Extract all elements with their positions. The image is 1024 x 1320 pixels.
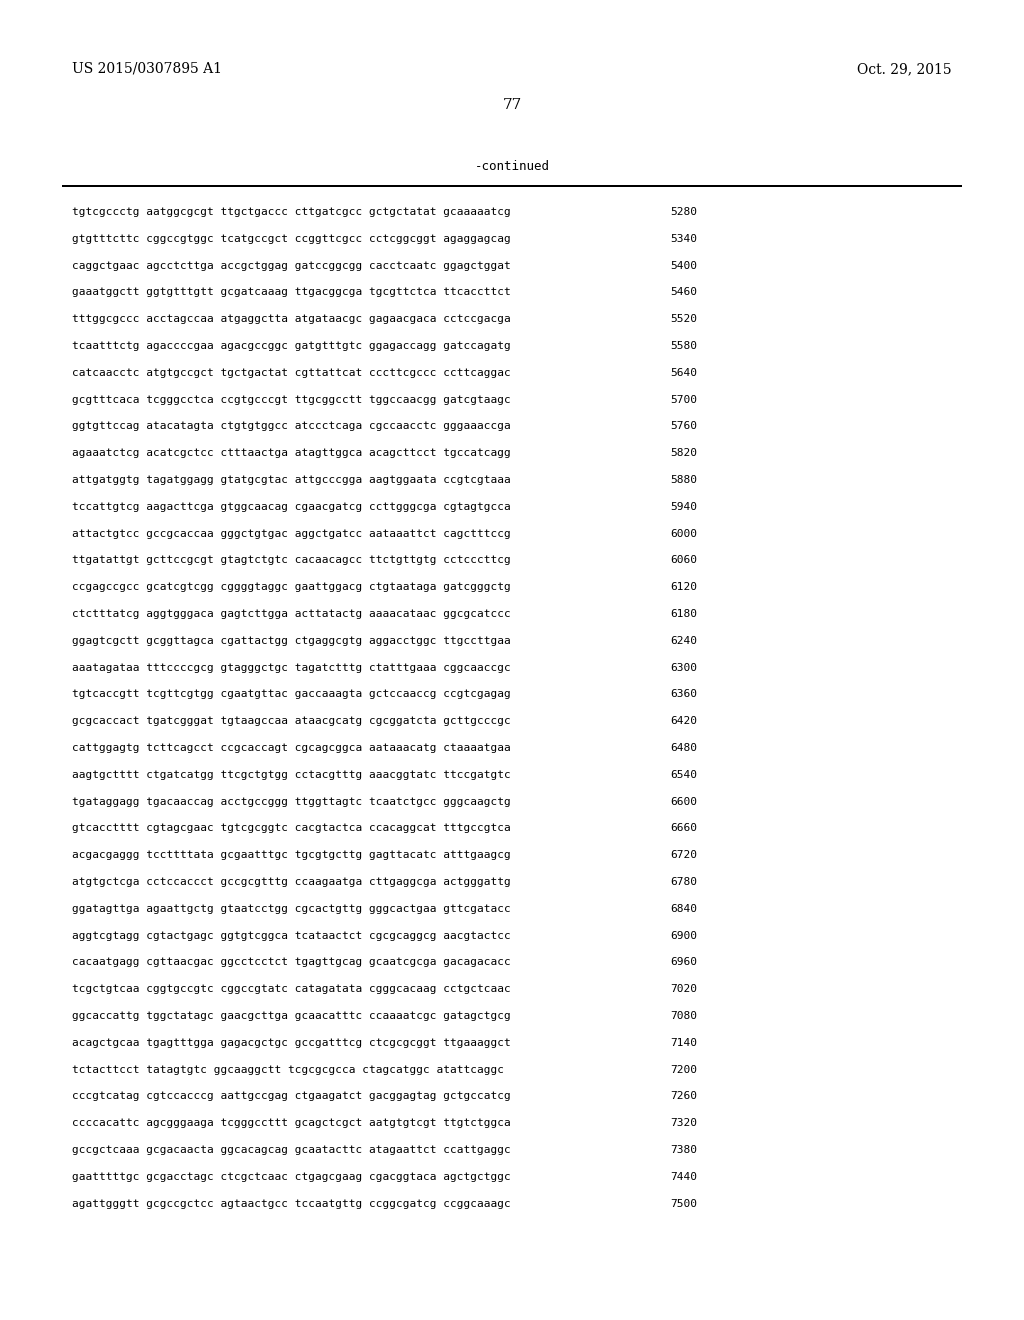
Text: tctacttcct tatagtgtc ggcaaggctt tcgcgcgcca ctagcatggc atattcaggc: tctacttcct tatagtgtc ggcaaggctt tcgcgcgc… bbox=[72, 1065, 504, 1074]
Text: tgtcgccctg aatggcgcgt ttgctgaccc cttgatcgcc gctgctatat gcaaaaatcg: tgtcgccctg aatggcgcgt ttgctgaccc cttgatc… bbox=[72, 207, 511, 216]
Text: 6780: 6780 bbox=[670, 876, 697, 887]
Text: 6720: 6720 bbox=[670, 850, 697, 861]
Text: 6120: 6120 bbox=[670, 582, 697, 593]
Text: gaatttttgc gcgacctagc ctcgctcaac ctgagcgaag cgacggtaca agctgctggc: gaatttttgc gcgacctagc ctcgctcaac ctgagcg… bbox=[72, 1172, 511, 1181]
Text: attactgtcc gccgcaccaa gggctgtgac aggctgatcc aataaattct cagctttccg: attactgtcc gccgcaccaa gggctgtgac aggctga… bbox=[72, 528, 511, 539]
Text: ttgatattgt gcttccgcgt gtagtctgtc cacaacagcc ttctgttgtg cctcccttcg: ttgatattgt gcttccgcgt gtagtctgtc cacaaca… bbox=[72, 556, 511, 565]
Text: ctctttatcg aggtgggaca gagtcttgga acttatactg aaaacataac ggcgcatccc: ctctttatcg aggtgggaca gagtcttgga acttata… bbox=[72, 609, 511, 619]
Text: agattgggtt gcgccgctcc agtaactgcc tccaatgttg ccggcgatcg ccggcaaagc: agattgggtt gcgccgctcc agtaactgcc tccaatg… bbox=[72, 1199, 511, 1209]
Text: 7500: 7500 bbox=[670, 1199, 697, 1209]
Text: tgtcaccgtt tcgttcgtgg cgaatgttac gaccaaagta gctccaaccg ccgtcgagag: tgtcaccgtt tcgttcgtgg cgaatgttac gaccaaa… bbox=[72, 689, 511, 700]
Text: atgtgctcga cctccaccct gccgcgtttg ccaagaatga cttgaggcga actgggattg: atgtgctcga cctccaccct gccgcgtttg ccaagaa… bbox=[72, 876, 511, 887]
Text: tttggcgccc acctagccaa atgaggctta atgataacgc gagaacgaca cctccgacga: tttggcgccc acctagccaa atgaggctta atgataa… bbox=[72, 314, 511, 325]
Text: gcgtttcaca tcgggcctca ccgtgcccgt ttgcggcctt tggccaacgg gatcgtaagc: gcgtttcaca tcgggcctca ccgtgcccgt ttgcggc… bbox=[72, 395, 511, 405]
Text: ccccacattc agcgggaaga tcgggccttt gcagctcgct aatgtgtcgt ttgtctggca: ccccacattc agcgggaaga tcgggccttt gcagctc… bbox=[72, 1118, 511, 1129]
Text: 6540: 6540 bbox=[670, 770, 697, 780]
Text: 7140: 7140 bbox=[670, 1038, 697, 1048]
Text: 5820: 5820 bbox=[670, 449, 697, 458]
Text: acgacgaggg tccttttatа gcgaatttgc tgcgtgcttg gagttacatc atttgaagcg: acgacgaggg tccttttatа gcgaatttgc tgcgtgc… bbox=[72, 850, 511, 861]
Text: 6480: 6480 bbox=[670, 743, 697, 752]
Text: gtcacctttt cgtagcgaac tgtcgcggtc cacgtactca ccacaggcat tttgccgtca: gtcacctttt cgtagcgaac tgtcgcggtc cacgtac… bbox=[72, 824, 511, 833]
Text: tgataggagg tgacaaccag acctgccggg ttggttagtc tcaatctgcc gggcaagctg: tgataggagg tgacaaccag acctgccggg ttggtta… bbox=[72, 796, 511, 807]
Text: 7200: 7200 bbox=[670, 1065, 697, 1074]
Text: 6300: 6300 bbox=[670, 663, 697, 673]
Text: 5700: 5700 bbox=[670, 395, 697, 405]
Text: -continued: -continued bbox=[474, 160, 550, 173]
Text: 5400: 5400 bbox=[670, 260, 697, 271]
Text: 5760: 5760 bbox=[670, 421, 697, 432]
Text: agaaatctcg acatcgctcc ctttaactga atagttggca acagcttcct tgccatcagg: agaaatctcg acatcgctcc ctttaactga atagttg… bbox=[72, 449, 511, 458]
Text: 6600: 6600 bbox=[670, 796, 697, 807]
Text: 6660: 6660 bbox=[670, 824, 697, 833]
Text: 6180: 6180 bbox=[670, 609, 697, 619]
Text: cattggagtg tcttcagcct ccgcaccagt cgcagcggca aataaacatg ctaaaatgaa: cattggagtg tcttcagcct ccgcaccagt cgcagcg… bbox=[72, 743, 511, 752]
Text: 5340: 5340 bbox=[670, 234, 697, 244]
Text: 6360: 6360 bbox=[670, 689, 697, 700]
Text: gaaatggctt ggtgtttgtt gcgatcaaag ttgacggcga tgcgttctca ttcaccttct: gaaatggctt ggtgtttgtt gcgatcaaag ttgacgg… bbox=[72, 288, 511, 297]
Text: 5880: 5880 bbox=[670, 475, 697, 484]
Text: ggcaccattg tggctatagc gaacgcttga gcaacatttc ccaaaatcgc gatagctgcg: ggcaccattg tggctatagc gaacgcttga gcaacat… bbox=[72, 1011, 511, 1020]
Text: gcgcaccact tgatcgggat tgtaagccaa ataacgcatg cgcggatcta gcttgcccgc: gcgcaccact tgatcgggat tgtaagccaa ataacgc… bbox=[72, 717, 511, 726]
Text: tccattgtcg aagacttcga gtggcaacag cgaacgatcg ccttgggcga cgtagtgcca: tccattgtcg aagacttcga gtggcaacag cgaacga… bbox=[72, 502, 511, 512]
Text: cccgtcatag cgtccacccg aattgccgag ctgaagatct gacggagtag gctgccatcg: cccgtcatag cgtccacccg aattgccgag ctgaaga… bbox=[72, 1092, 511, 1101]
Text: attgatggtg tagatggagg gtatgcgtac attgcccgga aagtggaata ccgtcgtaaa: attgatggtg tagatggagg gtatgcgtac attgccc… bbox=[72, 475, 511, 484]
Text: US 2015/0307895 A1: US 2015/0307895 A1 bbox=[72, 62, 222, 77]
Text: 7020: 7020 bbox=[670, 985, 697, 994]
Text: tcaatttctg agaccccgaa agacgccggc gatgtttgtc ggagaccagg gatccagatg: tcaatttctg agaccccgaa agacgccggc gatgttt… bbox=[72, 341, 511, 351]
Text: gccgctcaaa gcgacaacta ggcacagcag gcaatacttc atagaattct ccattgaggc: gccgctcaaa gcgacaacta ggcacagcag gcaatac… bbox=[72, 1144, 511, 1155]
Text: aagtgctttt ctgatcatgg ttcgctgtgg cctacgtttg aaacggtatc ttccgatgtc: aagtgctttt ctgatcatgg ttcgctgtgg cctacgt… bbox=[72, 770, 511, 780]
Text: 77: 77 bbox=[503, 98, 521, 112]
Text: ccgagccgcc gcatcgtcgg cggggtaggc gaattggacg ctgtaataga gatcgggctg: ccgagccgcc gcatcgtcgg cggggtaggc gaattgg… bbox=[72, 582, 511, 593]
Text: tcgctgtcaa cggtgccgtc cggccgtatc catagatata cgggcacaag cctgctcaac: tcgctgtcaa cggtgccgtc cggccgtatc catagat… bbox=[72, 985, 511, 994]
Text: 6900: 6900 bbox=[670, 931, 697, 941]
Text: aggtcgtagg cgtactgagc ggtgtcggca tcataactct cgcgcaggcg aacgtactcc: aggtcgtagg cgtactgagc ggtgtcggca tcataac… bbox=[72, 931, 511, 941]
Text: 6960: 6960 bbox=[670, 957, 697, 968]
Text: 6060: 6060 bbox=[670, 556, 697, 565]
Text: 5640: 5640 bbox=[670, 368, 697, 378]
Text: 5520: 5520 bbox=[670, 314, 697, 325]
Text: 6000: 6000 bbox=[670, 528, 697, 539]
Text: gtgtttcttc cggccgtggc tcatgccgct ccggttcgcc cctcggcggt agaggagcag: gtgtttcttc cggccgtggc tcatgccgct ccggttc… bbox=[72, 234, 511, 244]
Text: 7440: 7440 bbox=[670, 1172, 697, 1181]
Text: 5280: 5280 bbox=[670, 207, 697, 216]
Text: caggctgaac agcctcttga accgctggag gatccggcgg cacctcaatc ggagctggat: caggctgaac agcctcttga accgctggag gatccgg… bbox=[72, 260, 511, 271]
Text: cacaatgagg cgttaacgac ggcctcctct tgagttgcag gcaatcgcga gacagacacc: cacaatgagg cgttaacgac ggcctcctct tgagttg… bbox=[72, 957, 511, 968]
Text: 5940: 5940 bbox=[670, 502, 697, 512]
Text: 6420: 6420 bbox=[670, 717, 697, 726]
Text: 7380: 7380 bbox=[670, 1144, 697, 1155]
Text: ggagtcgctt gcggttagca cgattactgg ctgaggcgtg aggacctggc ttgccttgaa: ggagtcgctt gcggttagca cgattactgg ctgaggc… bbox=[72, 636, 511, 645]
Text: catcaacctc atgtgccgct tgctgactat cgttattcat cccttcgccc ccttcaggac: catcaacctc atgtgccgct tgctgactat cgttatt… bbox=[72, 368, 511, 378]
Text: 6840: 6840 bbox=[670, 904, 697, 913]
Text: ggtgttccag atacatagta ctgtgtggcc atccctcaga cgccaacctc gggaaaccga: ggtgttccag atacatagta ctgtgtggcc atccctc… bbox=[72, 421, 511, 432]
Text: acagctgcaa tgagtttgga gagacgctgc gccgatttcg ctcgcgcggt ttgaaaggct: acagctgcaa tgagtttgga gagacgctgc gccgatt… bbox=[72, 1038, 511, 1048]
Text: 7320: 7320 bbox=[670, 1118, 697, 1129]
Text: 7260: 7260 bbox=[670, 1092, 697, 1101]
Text: aaatagataa tttccccgcg gtagggctgc tagatctttg ctatttgaaa cggcaaccgc: aaatagataa tttccccgcg gtagggctgc tagatct… bbox=[72, 663, 511, 673]
Text: Oct. 29, 2015: Oct. 29, 2015 bbox=[857, 62, 952, 77]
Text: ggatagttga agaattgctg gtaatcctgg cgcactgttg gggcactgaa gttcgatacc: ggatagttga agaattgctg gtaatcctgg cgcactg… bbox=[72, 904, 511, 913]
Text: 7080: 7080 bbox=[670, 1011, 697, 1020]
Text: 6240: 6240 bbox=[670, 636, 697, 645]
Text: 5580: 5580 bbox=[670, 341, 697, 351]
Text: 5460: 5460 bbox=[670, 288, 697, 297]
